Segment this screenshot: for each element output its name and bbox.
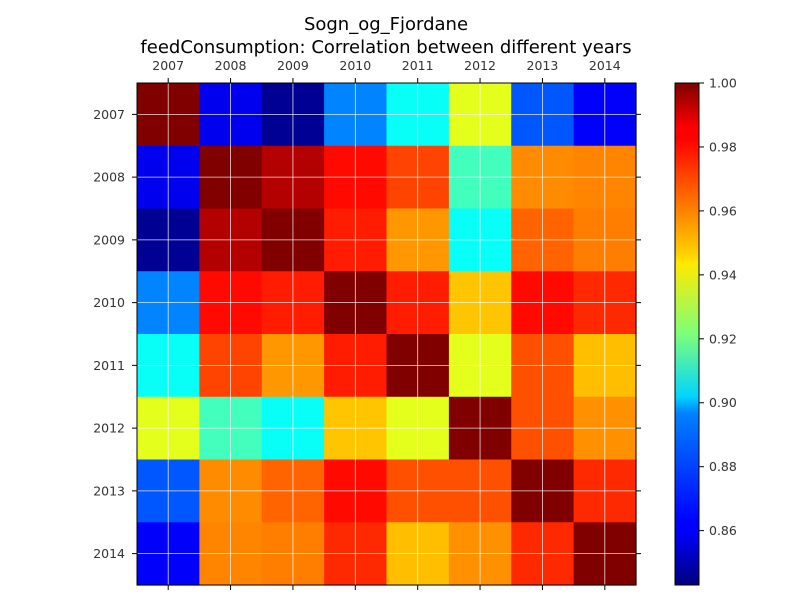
- colorbar-tick-label: 0.86: [709, 523, 737, 538]
- y-axis-ticks: 2007 2008 2009 2010 2011 2012 2013 2014: [93, 107, 641, 561]
- x-tick-label: 2008: [215, 58, 247, 73]
- x-tick-label: 2013: [527, 58, 559, 73]
- y-tick-label: 2013: [93, 483, 125, 498]
- y-tick-label: 2014: [93, 546, 125, 561]
- heatmap-cells: [137, 83, 637, 586]
- colorbar-tick-label: 0.92: [709, 331, 737, 346]
- y-tick-label: 2008: [93, 170, 125, 185]
- heatmap-grid: [137, 83, 636, 585]
- y-tick-label: 2010: [93, 295, 125, 310]
- x-tick-label: 2011: [402, 58, 434, 73]
- y-tick-label: 2011: [93, 358, 125, 373]
- x-tick-label: 2007: [152, 58, 184, 73]
- x-tick-label: 2009: [277, 58, 309, 73]
- y-tick-label: 2009: [93, 232, 125, 247]
- colorbar: [674, 82, 700, 586]
- x-tick-label: 2010: [339, 58, 371, 73]
- chart-subtitle: feedConsumption: Correlation between dif…: [140, 37, 631, 58]
- x-tick-label: 2014: [589, 58, 621, 73]
- colorbar-tick-label: 0.94: [709, 267, 737, 282]
- y-tick-label: 2007: [93, 107, 125, 122]
- colorbar-tick-label: 0.88: [709, 459, 737, 474]
- colorbar-tick-label: 0.90: [709, 395, 737, 410]
- colorbar-tick-label: 1.00: [709, 76, 737, 91]
- chart-title: Sogn_og_Fjordane: [304, 14, 468, 35]
- colorbar-ticks: 0.86 0.88 0.90 0.92 0.94 0.96 0.98 1.00: [699, 76, 737, 538]
- colorbar-tick-label: 0.98: [709, 139, 737, 154]
- x-axis-ticks: 2007 2008 2009 2010 2011 2012 2013 2014: [152, 58, 621, 590]
- colorbar-tick-label: 0.96: [709, 203, 737, 218]
- x-tick-label: 2012: [464, 58, 496, 73]
- heatmap-frame: [136, 82, 637, 586]
- y-tick-label: 2012: [93, 421, 125, 436]
